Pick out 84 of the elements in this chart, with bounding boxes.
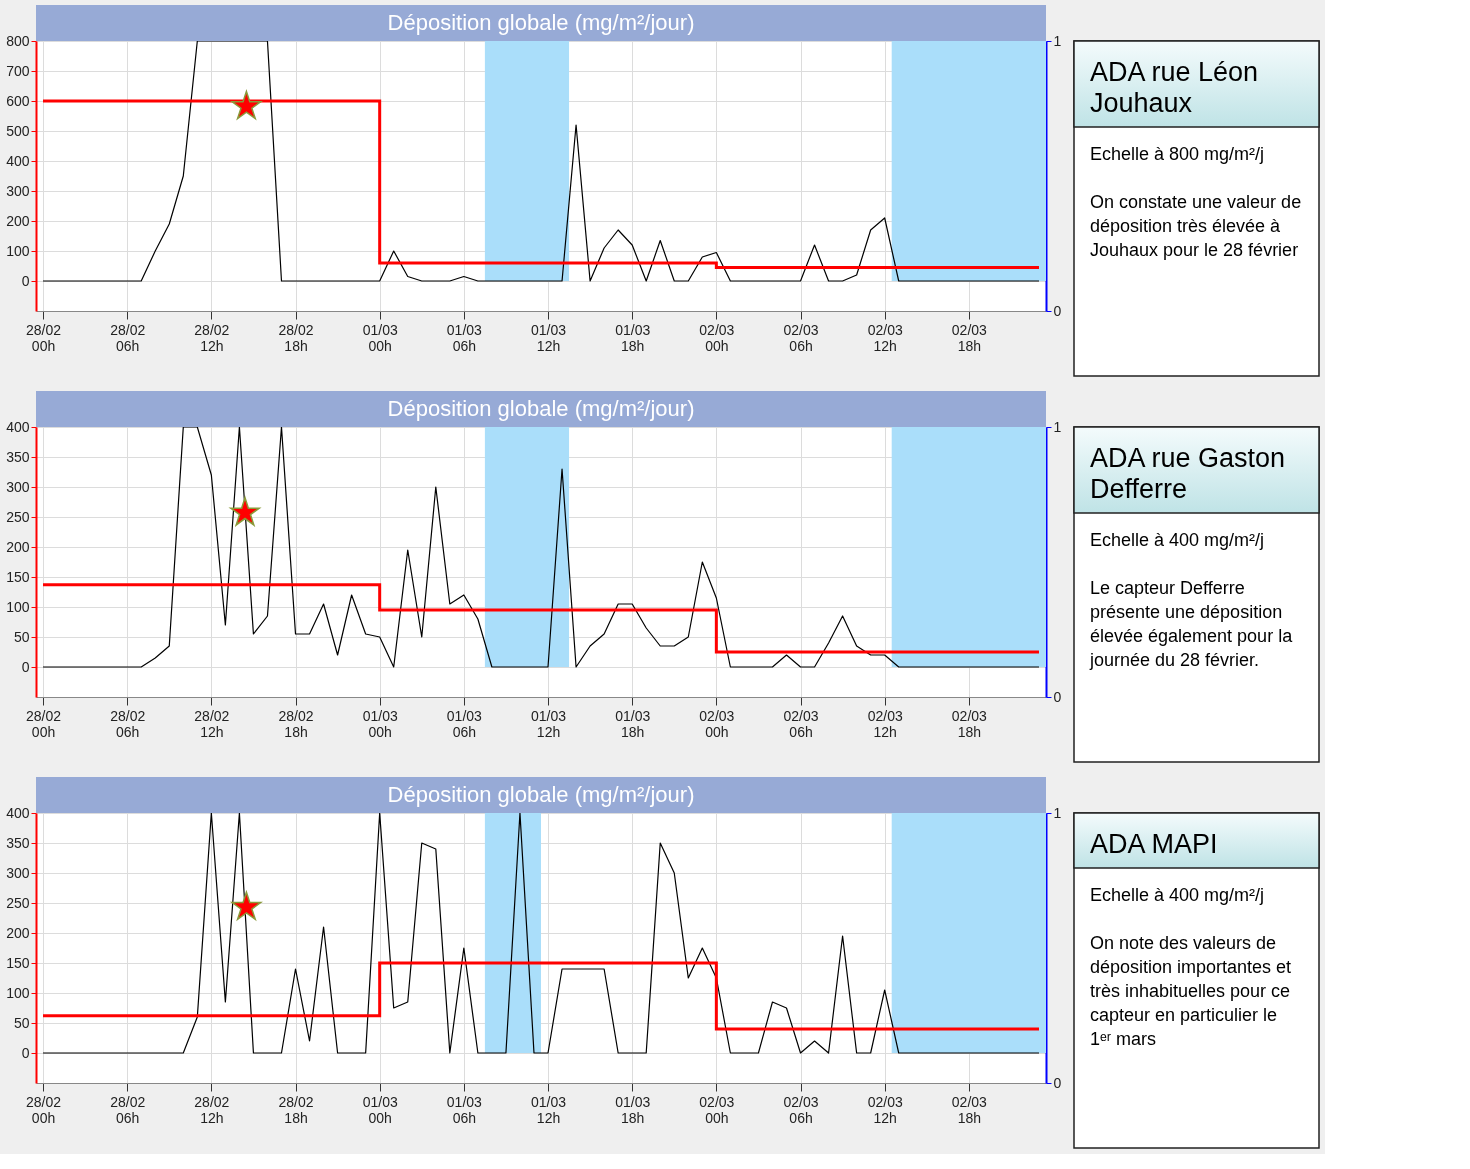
y-tick-label: 350 [6,834,30,851]
x-tick-label: 01/03 00h [362,707,398,740]
y2-tick-label: 1 [1053,418,1062,435]
x-tick-label: 28/02 06h [110,1093,146,1126]
y-tick-label: 100 [6,984,30,1001]
y-tick-label: 400 [6,418,30,435]
y-tick-label: 700 [6,62,30,79]
y-tick-label: 600 [6,92,30,109]
text: ADA rue Léon Jouhaux [1090,57,1259,118]
y-tick-label: 300 [6,478,30,495]
y2-tick-label: 0 [1053,688,1062,705]
text: Echelle à 800 mg/m²/j [1090,144,1265,164]
y-tick-label: 250 [6,894,30,911]
y-tick-label: 150 [6,954,30,971]
x-tick-label: 02/03 00h [699,707,735,740]
x-tick-label: 02/03 06h [783,707,819,740]
text: ADA MAPI [1090,829,1218,859]
y-tick-label: 500 [6,122,30,139]
x-tick-label: 02/03 06h [783,1093,819,1126]
x-tick-label: 01/03 12h [530,707,567,740]
x-tick-label: 02/03 18h [951,1093,988,1126]
y-tick-label: 400 [6,804,30,821]
x-tick-label: 02/03 00h [699,1093,735,1126]
x-tick-label: 01/03 06h [446,1093,483,1126]
x-tick-label: 01/03 18h [615,1093,651,1126]
x-tick-label: 28/02 12h [194,321,230,354]
chart-title: Déposition globale (mg/m²/jour) [387,782,695,807]
x-tick-label: 02/03 12h [867,1093,903,1126]
text: On note des valeurs de déposition importantes et très inhabituelles pour ce capteur en particulier le 1ᵉʳ mars [1090,933,1292,1049]
x-tick-label: 28/02 06h [110,707,146,740]
y-tick-label: 100 [6,242,30,259]
x-tick-label: 01/03 00h [362,321,398,354]
x-tick-label: 28/02 00h [25,707,62,740]
chart-title: Déposition globale (mg/m²/jour) [387,396,695,421]
y-tick-label: 300 [6,864,30,881]
y-tick-label: 50 [13,628,30,645]
y-tick-label: 800 [6,32,30,49]
y-tick-label: 200 [6,212,30,229]
line-series [42,41,1040,282]
x-tick-label: 01/03 18h [615,707,651,740]
text: Le capteur Defferre présente une déposition élevée également pour la journée du 28 février. [1089,578,1294,670]
x-tick-label: 01/03 12h [530,1093,567,1126]
x-tick-label: 02/03 18h [951,321,988,354]
x-tick-label: 02/03 12h [867,321,903,354]
x-tick-label: 01/03 00h [362,1093,398,1126]
line-series [42,427,1040,668]
y-tick-label: 200 [6,924,30,941]
y-tick-label: 0 [21,658,30,675]
y-tick-label: 50 [13,1014,30,1031]
y-tick-label: 0 [21,1044,30,1061]
x-tick-label: 28/02 00h [25,321,62,354]
x-tick-label: 28/02 12h [194,707,230,740]
x-tick-label: 02/03 18h [951,707,988,740]
y-tick-label: 300 [6,182,30,199]
x-tick-label: 28/02 18h [278,1093,314,1126]
x-tick-label: 28/02 00h [25,1093,62,1126]
y2-tick-label: 1 [1053,32,1062,49]
x-tick-label: 01/03 06h [446,321,483,354]
text: Echelle à 400 mg/m²/j [1090,530,1265,550]
y-tick-label: 0 [21,272,30,289]
x-tick-label: 28/02 06h [110,321,146,354]
x-tick-label: 28/02 18h [278,707,314,740]
text: On constate une valeur de déposition très élevée à Jouhaux pour le 28 février [1090,192,1302,260]
y-tick-label: 350 [6,448,30,465]
x-tick-label: 28/02 18h [278,321,314,354]
x-tick-label: 01/03 12h [530,321,567,354]
line-series [42,813,1040,1054]
y-tick-label: 400 [6,152,30,169]
x-tick-label: 01/03 06h [446,707,483,740]
x-tick-label: 28/02 12h [194,1093,230,1126]
y-tick-label: 150 [6,568,30,585]
y-tick-label: 250 [6,508,30,525]
y-tick-label: 200 [6,538,30,555]
y2-tick-label: 0 [1053,302,1062,319]
x-tick-label: 02/03 00h [699,321,735,354]
y2-tick-label: 1 [1053,804,1062,821]
x-tick-label: 02/03 06h [783,321,819,354]
x-tick-label: 02/03 12h [867,707,903,740]
y-tick-label: 100 [6,598,30,615]
y2-tick-label: 0 [1053,1074,1062,1091]
text: ADA rue Gaston Defferre [1090,443,1286,504]
text: Echelle à 400 mg/m²/j [1090,885,1265,905]
x-tick-label: 01/03 18h [615,321,651,354]
chart-title: Déposition globale (mg/m²/jour) [387,10,695,35]
